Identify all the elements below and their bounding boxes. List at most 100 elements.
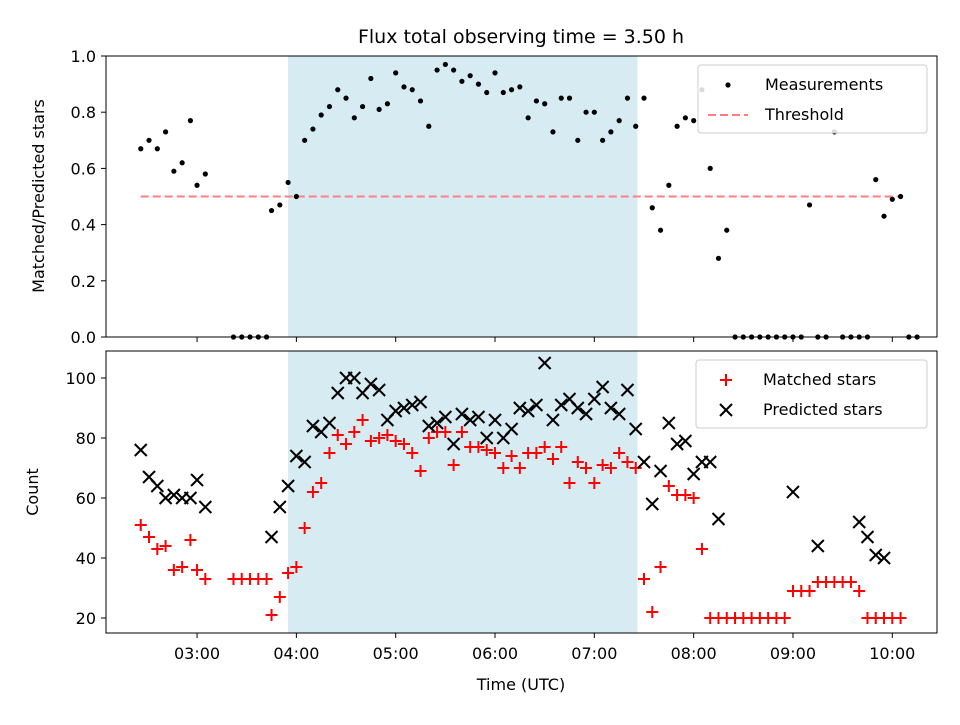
matched-star-point (306, 486, 319, 498)
predicted-star-point (521, 404, 535, 418)
matched-star-point (629, 462, 642, 474)
measurement-point (376, 106, 382, 112)
matched-star-point (447, 459, 460, 471)
matched-star-point (151, 543, 164, 555)
predicted-star-point (645, 497, 659, 511)
predicted-star-point (869, 548, 883, 562)
predicted-star-point (587, 392, 602, 406)
matched-star-point (389, 435, 402, 447)
matched-star-point (563, 477, 576, 489)
measurement-point (624, 95, 631, 101)
matched-star-point (184, 534, 197, 546)
predicted-star-point (488, 413, 502, 427)
measurement-point (359, 103, 366, 110)
predicted-star-point (629, 422, 643, 436)
measurement-point (542, 101, 548, 107)
observing-window-bottom (288, 351, 638, 633)
matched-star-point (580, 462, 593, 474)
top-axes-frame (105, 55, 938, 338)
predicted-star-point (811, 539, 825, 553)
matched-star-point (439, 426, 452, 438)
measurement-point (187, 118, 194, 124)
predicted-star-point (347, 371, 362, 385)
matched-star-point (489, 447, 502, 459)
chart-title: Flux total observing time = 3.50 h (358, 26, 684, 48)
measurement-point (171, 168, 177, 174)
predicted-star-point (150, 479, 165, 493)
measurement-point (434, 67, 440, 73)
predicted-star-point (571, 401, 585, 415)
measurement-point (873, 177, 879, 183)
measurement-point (146, 137, 152, 143)
matched-star-point (331, 429, 344, 441)
matched-star-point (191, 564, 204, 576)
bottom-axes-frame (105, 350, 938, 634)
matched-star-point (323, 447, 336, 459)
predicted-star-point (604, 401, 618, 415)
x-tick-label: 09:00 (770, 644, 816, 663)
measurement-point (138, 146, 144, 152)
predicted-star-point (264, 530, 279, 544)
measurement-point (459, 78, 465, 84)
measurement-point (533, 98, 539, 104)
measurement-point (393, 70, 399, 76)
top-y-tick-label: 0.2 (71, 272, 96, 291)
predicted-star-point (198, 500, 213, 514)
matched-star-point (414, 465, 427, 477)
x-tick-label: 04:00 (273, 644, 319, 663)
measurement-point (897, 193, 904, 200)
predicted-star-point (653, 464, 668, 478)
measurement-point (525, 115, 531, 121)
measurement-point (202, 171, 208, 177)
measurement-point (508, 87, 515, 93)
matched-star-point (513, 462, 526, 474)
matched-star-point (505, 450, 518, 462)
matched-star-point (167, 564, 180, 576)
bottom-y-tick-label: 80 (76, 429, 96, 448)
matched-star-point (134, 519, 147, 531)
predicted-star-point (662, 416, 676, 430)
x-tick-label: 05:00 (373, 644, 419, 663)
top-y-tick-label: 0.6 (71, 159, 96, 178)
measurement-point (616, 118, 622, 124)
top-legend-box (697, 64, 928, 134)
bottom-y-tick-label: 100 (65, 369, 96, 388)
measurement-point (806, 202, 813, 208)
predicted-star-point (852, 515, 866, 529)
measurement-point (492, 70, 498, 76)
measurement-point (409, 87, 415, 93)
matched-star-point (356, 414, 369, 426)
predicted-star-point (183, 491, 198, 505)
predicted-star-point (537, 356, 552, 370)
matched-star-point (406, 447, 419, 459)
predicted-star-point (529, 398, 544, 412)
matched-star-point (538, 441, 551, 453)
predicted-star-point (703, 455, 717, 469)
matched-star-point (422, 432, 435, 444)
legend-measurements-marker (725, 82, 731, 88)
measurement-point (268, 207, 275, 214)
top-y-tick-label: 0.4 (71, 216, 96, 235)
matched-star-point (844, 576, 857, 588)
predicted-star-point (620, 383, 635, 397)
predicted-star-point (331, 386, 345, 400)
matched-star-point (555, 441, 568, 453)
measurement-point (666, 182, 672, 188)
measurement-point (633, 123, 639, 129)
measurement-point (368, 75, 374, 82)
top-ylabel: Matched/Predicted stars (29, 99, 48, 293)
matched-star-point (596, 459, 609, 471)
predicted-star-point (504, 422, 519, 436)
measurement-point (484, 89, 490, 96)
predicted-star-point (480, 431, 494, 445)
top-panel: 0.0 0.2 0.4 0.6 0.8 1.0 Matched/Predicted sta… (29, 47, 938, 347)
measurement-point (442, 61, 448, 68)
predicted-star-point (413, 395, 428, 409)
predicted-star-point (438, 410, 453, 424)
measurement-point (724, 227, 730, 233)
predicted-star-point (860, 530, 875, 544)
top-y-tick-label: 0.8 (71, 103, 96, 122)
measurement-point (194, 182, 200, 188)
matched-star-point (348, 426, 361, 438)
